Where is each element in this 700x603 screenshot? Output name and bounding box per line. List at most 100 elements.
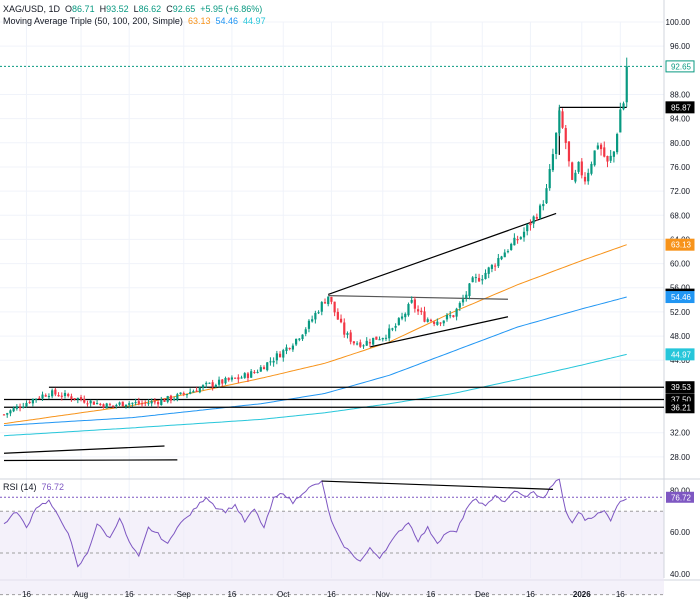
candle — [487, 266, 490, 279]
candle — [192, 389, 195, 393]
price-label-text: 36.21 — [671, 403, 692, 412]
candle-body — [243, 373, 246, 378]
rsi-value-text: 76.72 — [671, 493, 692, 502]
candle-body — [262, 367, 266, 370]
candle-body — [506, 251, 510, 253]
candle — [179, 392, 182, 395]
candle-body — [490, 265, 494, 269]
candle — [397, 317, 400, 326]
candle-body — [532, 216, 535, 224]
candle — [542, 200, 545, 211]
candle — [195, 387, 198, 392]
candle — [163, 398, 166, 402]
rsi-header[interactable]: RSI (14) 76.72 — [3, 482, 64, 492]
candle — [513, 233, 516, 246]
candle — [166, 395, 169, 404]
candle — [384, 334, 388, 342]
candle-body — [237, 377, 240, 380]
candle — [105, 402, 108, 409]
candle — [189, 388, 192, 395]
candle — [494, 263, 497, 271]
rsi-value-box — [666, 491, 694, 503]
candle — [445, 313, 449, 322]
close-label: C — [166, 4, 173, 14]
candle-body — [272, 360, 275, 363]
candle-body — [307, 320, 311, 329]
candle — [564, 124, 567, 150]
candle-body — [173, 398, 176, 400]
candle-body — [301, 334, 304, 340]
candle-body — [221, 379, 224, 384]
candle-body — [378, 339, 381, 341]
candle — [555, 132, 558, 160]
candle-body — [471, 277, 474, 283]
candle — [603, 141, 606, 158]
axes: 100.00 96.00 88.00 84.00 80.00 76.00 72.00 68.0… — [22, 18, 691, 599]
symbol-label[interactable]: XAG/USD, 1D — [3, 4, 61, 14]
candle-body — [22, 406, 25, 408]
trendlines — [3, 106, 664, 462]
candle-body — [397, 318, 400, 325]
grid-layer — [0, 0, 700, 581]
candle-body — [28, 401, 31, 404]
close-value: 92.65 — [172, 4, 196, 14]
candle — [529, 219, 532, 231]
candle-body — [561, 111, 564, 128]
candle — [551, 148, 555, 173]
candle-body — [619, 109, 622, 133]
time-tick-label: 2026 — [573, 590, 591, 599]
candle — [426, 317, 429, 323]
rsi-value-label: 76.72 — [666, 491, 694, 503]
candle-body — [41, 394, 44, 399]
candle-body — [510, 243, 513, 250]
candle — [230, 375, 234, 382]
candle-body — [205, 382, 208, 385]
candle — [295, 338, 298, 347]
candle — [503, 249, 506, 258]
candle-body — [282, 350, 285, 358]
candle-body — [481, 279, 484, 281]
candle-body — [372, 337, 375, 345]
candle-body — [266, 362, 269, 371]
candle — [497, 253, 500, 268]
trendline — [328, 212, 557, 295]
candle — [532, 215, 535, 229]
price-label: 85.87 — [665, 101, 695, 114]
candle-body — [375, 336, 378, 340]
candle-body — [413, 299, 416, 309]
candle — [561, 108, 564, 129]
candle — [400, 312, 404, 321]
candle — [298, 337, 301, 342]
price-label-text: 44.97 — [671, 350, 692, 359]
candle-body — [522, 231, 526, 238]
candle — [577, 161, 580, 174]
time-tick-label: Oct — [277, 590, 290, 599]
price-label-text: 85.87 — [671, 103, 692, 112]
candle-body — [47, 395, 51, 397]
candle-body — [365, 340, 368, 346]
candle — [449, 310, 452, 319]
candle-body — [15, 406, 18, 409]
ma-header[interactable]: Moving Average Triple (50, 100, 200, Sim… — [3, 16, 266, 26]
candle-body — [189, 391, 192, 394]
time-tick-label: 16 — [227, 590, 236, 599]
price-label: 92.65 — [665, 60, 695, 73]
candle-body — [176, 394, 179, 400]
candle — [112, 405, 115, 409]
candle — [545, 183, 548, 204]
candle — [609, 149, 612, 164]
candle-body — [388, 328, 391, 339]
candle-body — [558, 110, 561, 134]
candle — [259, 365, 262, 372]
open-label: O — [65, 4, 73, 14]
candle — [240, 375, 243, 379]
candle-body — [76, 397, 79, 400]
candle — [60, 392, 63, 401]
candle-body — [596, 145, 599, 149]
candle — [18, 403, 22, 412]
time-tick-label: Dec — [475, 590, 489, 599]
candle — [160, 396, 163, 406]
rsi-tick-label: 60.00 — [670, 528, 691, 537]
candle-body — [574, 172, 577, 182]
